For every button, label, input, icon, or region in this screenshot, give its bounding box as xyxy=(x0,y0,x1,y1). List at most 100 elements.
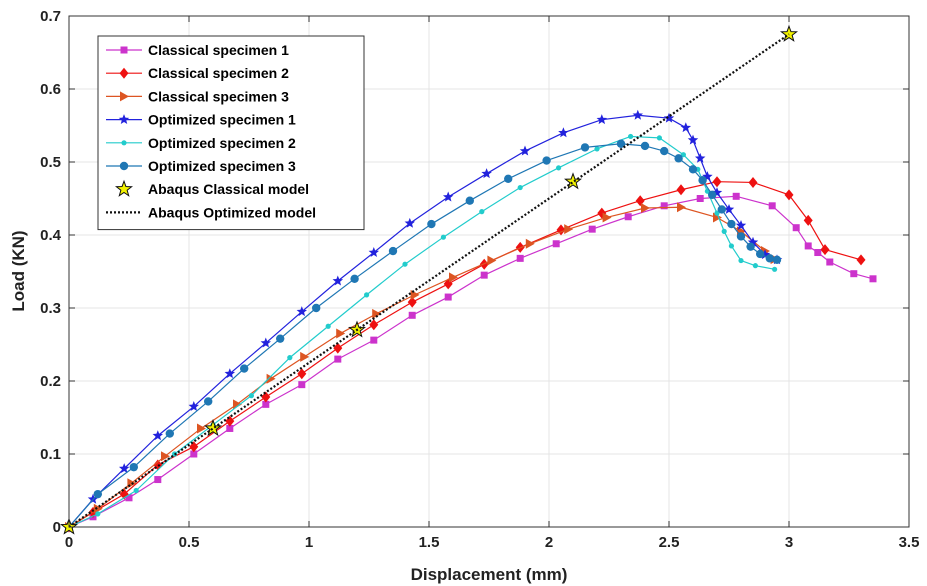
data-point xyxy=(120,91,129,102)
data-point xyxy=(556,165,562,171)
data-point xyxy=(260,337,272,348)
data-point xyxy=(197,423,206,434)
data-point xyxy=(519,145,531,156)
data-point xyxy=(748,176,758,188)
data-point xyxy=(717,205,726,214)
data-point xyxy=(266,373,276,384)
data-point xyxy=(350,274,359,283)
data-point xyxy=(869,275,877,283)
data-point xyxy=(680,152,687,158)
data-point xyxy=(296,306,308,317)
data-point xyxy=(408,311,416,319)
series-4 xyxy=(63,109,783,532)
data-point xyxy=(402,261,408,267)
y-tick-label: 0.7 xyxy=(40,8,61,25)
data-point xyxy=(632,109,644,120)
x-tick-label: 2.5 xyxy=(659,534,680,551)
data-point xyxy=(696,195,704,202)
legend-label: Classical specimen 3 xyxy=(148,88,289,104)
data-point xyxy=(114,179,134,197)
data-point xyxy=(820,244,830,256)
data-point xyxy=(517,184,523,191)
data-point xyxy=(792,224,800,232)
grid xyxy=(69,16,909,527)
data-point xyxy=(676,184,686,196)
y-axis-title: Load (KN) xyxy=(9,230,28,311)
data-point xyxy=(465,196,474,205)
data-point xyxy=(364,292,370,298)
data-point xyxy=(332,275,344,286)
data-point xyxy=(736,232,746,241)
data-point xyxy=(203,418,223,437)
data-point xyxy=(542,156,551,165)
y-tick-label: 0.2 xyxy=(40,373,61,390)
series-line xyxy=(68,135,775,528)
data-point xyxy=(298,381,306,389)
series-2 xyxy=(64,176,866,533)
data-point xyxy=(248,393,254,399)
data-point xyxy=(404,217,416,228)
data-point xyxy=(95,511,101,517)
series-5 xyxy=(66,133,778,530)
series-line xyxy=(68,206,775,528)
x-tick-label: 3 xyxy=(785,534,793,551)
data-point xyxy=(325,323,331,329)
data-point xyxy=(687,134,699,145)
data-point xyxy=(297,368,307,380)
data-point xyxy=(369,319,379,331)
data-point xyxy=(449,272,458,283)
data-point xyxy=(190,450,198,458)
data-point xyxy=(628,133,634,140)
x-tick-label: 3.5 xyxy=(899,534,920,551)
data-point xyxy=(635,195,645,207)
legend-label: Abaqus Optimized model xyxy=(148,204,316,220)
data-point xyxy=(487,255,497,266)
data-point xyxy=(233,399,242,410)
legend-item: Optimized specimen 3 xyxy=(106,158,296,174)
data-point xyxy=(660,146,669,156)
series-6 xyxy=(64,139,782,532)
data-point xyxy=(261,391,271,403)
plot-frame xyxy=(68,15,910,528)
legend-item: Abaqus Classical model xyxy=(114,179,309,197)
data-point xyxy=(602,212,612,223)
data-point xyxy=(204,397,213,406)
data-point xyxy=(407,296,417,308)
data-point xyxy=(804,242,812,250)
data-point xyxy=(119,161,129,171)
data-point xyxy=(188,401,200,411)
data-point xyxy=(856,254,866,266)
legend-label: Abaqus Classical model xyxy=(148,181,309,197)
legend-label: Classical specimen 2 xyxy=(148,65,289,81)
data-point xyxy=(765,254,774,263)
data-point xyxy=(727,219,736,229)
y-tick-label: 0.6 xyxy=(40,81,61,98)
data-point xyxy=(580,143,590,152)
data-point xyxy=(161,451,170,462)
data-point xyxy=(694,152,706,163)
data-point xyxy=(702,171,713,182)
data-point xyxy=(300,351,310,362)
data-point xyxy=(564,224,574,235)
series-line xyxy=(68,33,790,528)
legend-label: Optimized specimen 1 xyxy=(148,112,296,128)
data-point xyxy=(596,114,608,125)
data-point xyxy=(440,234,446,240)
data-point xyxy=(165,429,174,438)
data-point xyxy=(772,266,778,272)
data-point xyxy=(226,424,234,432)
data-point xyxy=(93,503,103,514)
data-point xyxy=(640,141,650,151)
data-point xyxy=(738,257,744,264)
data-point xyxy=(312,303,321,313)
y-tick-label: 0.4 xyxy=(40,227,62,244)
data-point xyxy=(772,255,782,265)
data-point xyxy=(154,476,162,484)
data-point xyxy=(481,168,492,179)
data-point xyxy=(688,165,698,174)
data-point xyxy=(388,246,398,256)
y-tick-label: 0.5 xyxy=(40,154,61,171)
data-point xyxy=(240,364,249,373)
series-line xyxy=(68,181,862,528)
